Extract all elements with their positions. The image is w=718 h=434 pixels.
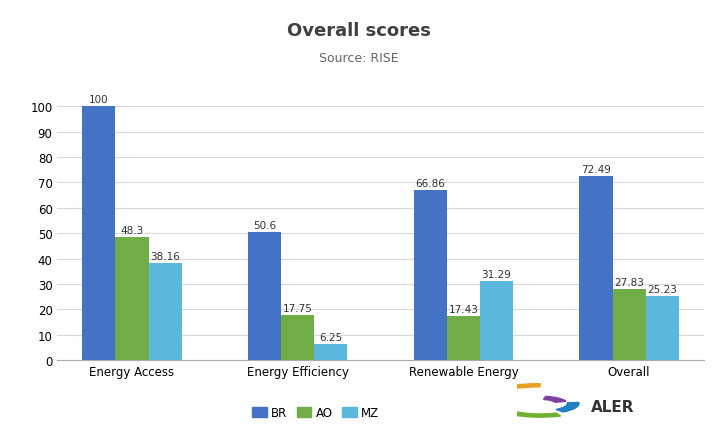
Text: 72.49: 72.49 bbox=[581, 164, 611, 174]
Text: 38.16: 38.16 bbox=[150, 252, 180, 262]
Bar bbox=[414, 191, 447, 360]
Text: 48.3: 48.3 bbox=[121, 226, 144, 236]
Text: 100: 100 bbox=[89, 95, 108, 105]
Text: 25.23: 25.23 bbox=[648, 284, 677, 294]
Legend: BR, AO, MZ: BR, AO, MZ bbox=[248, 401, 384, 424]
Text: Source: RISE: Source: RISE bbox=[320, 52, 398, 65]
Wedge shape bbox=[477, 384, 540, 395]
Bar bbox=[116, 238, 149, 360]
Wedge shape bbox=[556, 402, 579, 412]
Text: 27.83: 27.83 bbox=[614, 278, 644, 288]
Text: 50.6: 50.6 bbox=[253, 220, 276, 230]
Text: Overall scores: Overall scores bbox=[287, 22, 431, 39]
Bar bbox=[83, 107, 116, 360]
Bar bbox=[281, 315, 314, 360]
Bar bbox=[248, 232, 281, 360]
Bar bbox=[314, 345, 348, 360]
Bar bbox=[612, 290, 645, 360]
Bar bbox=[447, 316, 480, 360]
Text: 17.43: 17.43 bbox=[449, 304, 478, 314]
Text: 66.86: 66.86 bbox=[415, 179, 445, 189]
Text: 31.29: 31.29 bbox=[482, 269, 511, 279]
Bar bbox=[579, 177, 612, 360]
Bar bbox=[149, 263, 182, 360]
Bar bbox=[480, 281, 513, 360]
Text: 6.25: 6.25 bbox=[320, 332, 342, 342]
Text: ALER: ALER bbox=[591, 399, 634, 414]
Wedge shape bbox=[478, 398, 503, 415]
Wedge shape bbox=[544, 397, 566, 402]
Bar bbox=[645, 296, 679, 360]
Text: 17.75: 17.75 bbox=[283, 303, 312, 313]
Wedge shape bbox=[510, 412, 561, 417]
